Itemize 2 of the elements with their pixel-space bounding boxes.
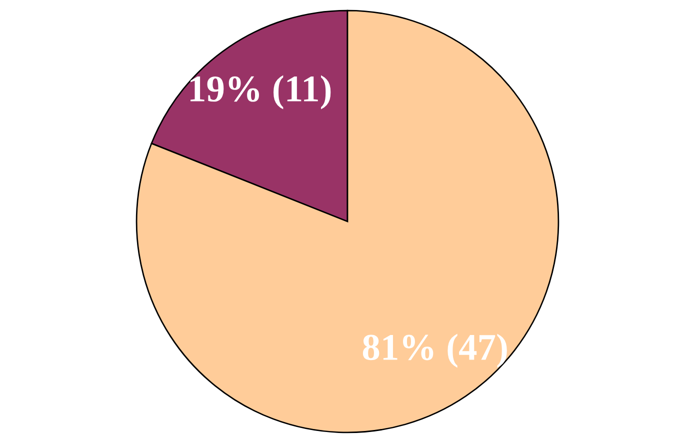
data-label: 19% (11) xyxy=(190,75,331,110)
data-label: 81% (47) xyxy=(362,334,507,368)
